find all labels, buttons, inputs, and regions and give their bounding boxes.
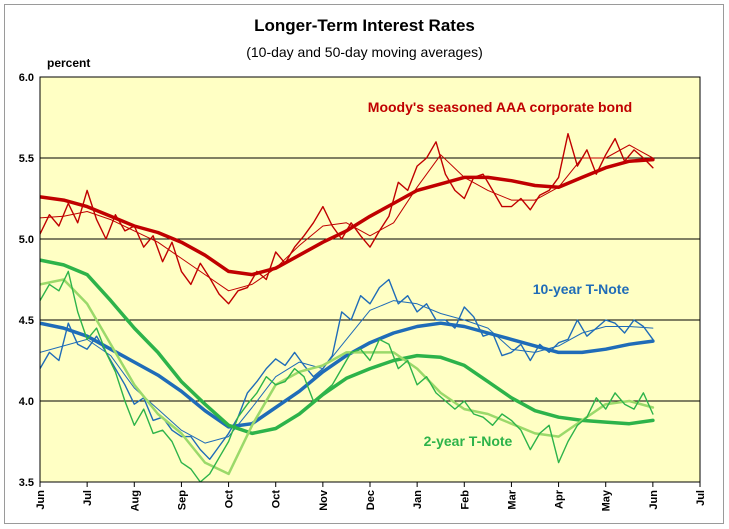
2-year-t-note-ma10-line bbox=[40, 278, 655, 476]
x-tick-label-1: Jul bbox=[82, 490, 94, 506]
x-tick-label-5: Oct bbox=[271, 490, 283, 509]
y-tick-label-5: 6.0 bbox=[19, 72, 34, 84]
2-year-t-note-daily-line bbox=[40, 270, 654, 482]
x-tick-label-8: Jan bbox=[412, 490, 424, 509]
chart-title: Longer-Term Interest Rates bbox=[254, 16, 475, 35]
10-year-t-note-daily-line bbox=[40, 278, 654, 460]
x-tick-label-13: Jun bbox=[648, 490, 660, 510]
x-tick-label-3: Sep bbox=[176, 490, 188, 510]
x-tick-label-10: Mar bbox=[506, 489, 518, 509]
chart-subtitle: (10-day and 50-day moving averages) bbox=[246, 44, 483, 60]
x-tick-label-7: Dec bbox=[365, 490, 377, 510]
2-year-t-note-ma50-line bbox=[40, 258, 655, 436]
2-year-t-note-annotation: 2-year T-Note bbox=[424, 433, 513, 449]
moody-s-seasoned-aaa-corporate-bond-ma10-line bbox=[40, 144, 654, 292]
x-tick-label-9: Feb bbox=[459, 490, 471, 510]
x-tick-label-11: Apr bbox=[554, 489, 566, 509]
x-tick-label-6: Nov bbox=[318, 489, 330, 511]
10-year-t-note-annotation: 10-year T-Note bbox=[533, 281, 630, 297]
y-tick-label-2: 4.5 bbox=[19, 315, 34, 327]
y-tick-label-0: 3.5 bbox=[19, 477, 34, 489]
plot-border bbox=[39, 76, 701, 483]
y-tick-label-4: 5.5 bbox=[19, 153, 34, 165]
x-tick-label-14: Jul bbox=[695, 490, 707, 506]
moody-s-seasoned-aaa-corporate-bond-annotation: Moody's seasoned AAA corporate bond bbox=[368, 99, 632, 115]
y-tick-label-1: 4.0 bbox=[19, 396, 34, 408]
y-tick-label-3: 5.0 bbox=[19, 234, 34, 246]
moody-s-seasoned-aaa-corporate-bond-daily-line bbox=[40, 133, 654, 305]
y-axis-unit-label: percent bbox=[47, 56, 91, 70]
x-tick-label-2: Aug bbox=[129, 490, 141, 511]
x-tick-label-4: Oct bbox=[224, 490, 236, 509]
x-tick-label-0: Jun bbox=[35, 490, 47, 510]
x-tick-label-12: May bbox=[601, 489, 613, 511]
